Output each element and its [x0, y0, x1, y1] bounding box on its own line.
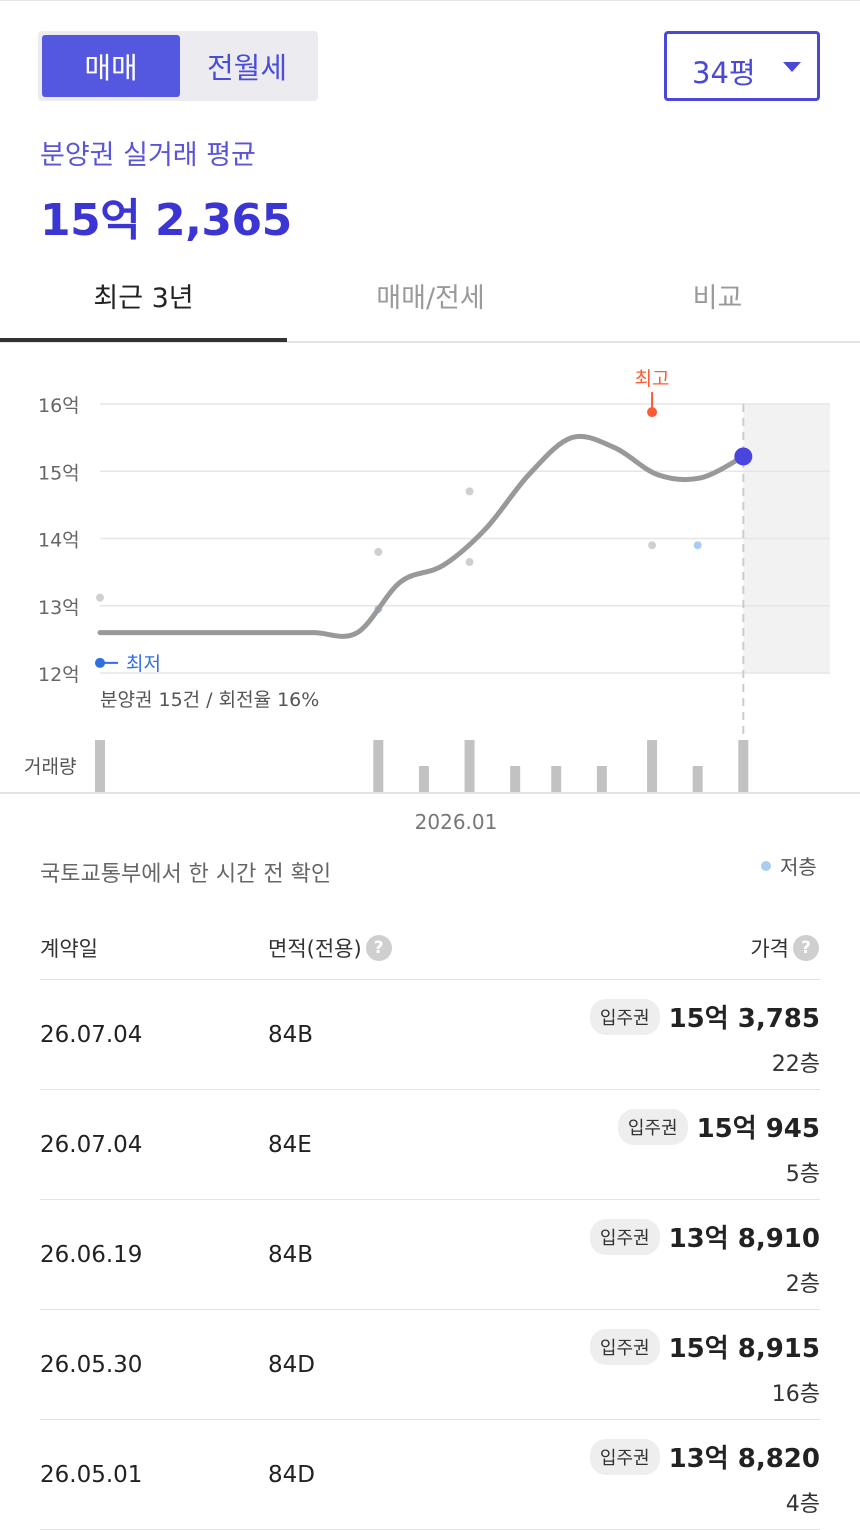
row-area: 84D: [268, 1462, 315, 1488]
data-source-note: 국토교통부에서 한 시간 전 확인: [40, 862, 332, 887]
table-row[interactable]: 26.07.04 84B 입주권 15억 3,785 22층: [40, 980, 820, 1090]
transaction-count-note: 분양권 15건 / 회전율 16%: [100, 689, 319, 711]
current-price-point: [734, 447, 753, 466]
toggle-sale-button[interactable]: 매매: [42, 35, 180, 97]
chevron-down-icon: [783, 62, 801, 72]
row-price: 15억 3,785: [668, 1004, 820, 1034]
help-icon[interactable]: ?: [793, 935, 819, 961]
row-date: 26.05.01: [40, 1462, 143, 1488]
volume-bar: [510, 766, 521, 792]
deal-type-toggle: 매매 전월세: [38, 31, 318, 101]
header-area-label: 면적(전용): [268, 937, 362, 961]
table-row[interactable]: 26.06.19 84B 입주권 13억 8,910 2층: [40, 1200, 820, 1310]
table-row[interactable]: 26.05.30 84D 입주권 15억 8,915 16층: [40, 1310, 820, 1420]
size-dropdown-value: 34평: [692, 56, 756, 90]
row-floor: 5층: [785, 1162, 820, 1187]
trade-point: [96, 593, 104, 602]
volume-bar: [647, 740, 658, 792]
row-floor: 16층: [771, 1382, 820, 1407]
volume-bar: [373, 740, 384, 792]
deal-type-badge: 입주권: [589, 1438, 660, 1475]
trade-point: [465, 487, 474, 496]
volume-bar: [551, 766, 562, 792]
row-price: 13억 8,820: [668, 1444, 820, 1474]
row-price-group: 입주권 15억 945: [617, 1108, 820, 1145]
deal-type-badge: 입주권: [589, 998, 660, 1035]
table-row[interactable]: 26.07.04 84E 입주권 15억 945 5층: [40, 1090, 820, 1200]
row-price-group: 입주권 15억 8,915: [589, 1328, 820, 1365]
row-area: 84B: [268, 1022, 314, 1048]
lowest-label: 최저: [126, 653, 161, 675]
header-price-label: 가격: [750, 937, 789, 961]
legend-low-floor: 저층: [761, 851, 817, 880]
header-contract-date[interactable]: 계약일: [40, 933, 98, 963]
volume-bar: [692, 766, 703, 792]
volume-bar: [596, 766, 607, 792]
volume-bar: [464, 740, 475, 792]
x-axis-label: 2026.01: [414, 810, 498, 834]
tab-sale-jeonse[interactable]: 매매/전세: [376, 283, 485, 314]
deal-type-badge: 입주권: [589, 1328, 660, 1365]
row-price-group: 입주권 13억 8,910: [589, 1218, 820, 1255]
tab-compare[interactable]: 비교: [692, 283, 743, 314]
deal-type-badge: 입주권: [617, 1108, 688, 1145]
row-floor: 4층: [785, 1492, 820, 1517]
volume-bar: [418, 766, 429, 792]
volume-bar: [95, 740, 105, 792]
y-tick-label: 12억: [38, 664, 80, 686]
tab-divider: [0, 341, 860, 343]
row-area: 84E: [268, 1132, 312, 1158]
low-floor-dot-icon: [761, 860, 771, 871]
row-price: 15억 945: [696, 1114, 820, 1144]
tab-active-indicator: [0, 338, 287, 342]
trade-point: [465, 558, 474, 567]
deal-type-badge: 입주권: [589, 1218, 660, 1255]
y-tick-label: 14억: [38, 530, 80, 552]
volume-label: 거래량: [24, 756, 76, 778]
trade-point: [374, 547, 383, 556]
table-header-divider: [40, 979, 820, 980]
row-floor: 22층: [771, 1052, 820, 1077]
row-price-group: 입주권 13억 8,820: [589, 1438, 820, 1475]
row-area: 84D: [268, 1352, 315, 1378]
header-area[interactable]: 면적(전용)?: [268, 933, 392, 963]
help-icon[interactable]: ?: [365, 935, 392, 961]
low-floor-trade-point: [693, 541, 702, 550]
highest-label: 최고: [635, 368, 670, 390]
table-row[interactable]: 26.05.01 84D 입주권 13억 8,820 4층: [40, 1420, 820, 1530]
row-price: 15억 8,915: [668, 1334, 820, 1364]
volume-bar: [738, 740, 749, 792]
size-dropdown[interactable]: 34평: [664, 31, 820, 101]
top-divider: [0, 0, 860, 1]
row-date: 26.07.04: [40, 1132, 143, 1158]
average-price-value: 15억 2,365: [40, 195, 292, 246]
chart-bottom-divider: [0, 792, 860, 794]
header-price[interactable]: 가격?: [750, 933, 819, 963]
tab-recent-3-years[interactable]: 최근 3년: [93, 283, 194, 314]
row-price: 13억 8,910: [668, 1224, 820, 1254]
row-area: 84B: [268, 1242, 314, 1268]
y-tick-label: 13억: [38, 597, 80, 619]
toggle-rent-button[interactable]: 전월세: [206, 51, 288, 85]
row-date: 26.07.04: [40, 1022, 143, 1048]
trade-point: [648, 541, 657, 550]
row-floor: 2층: [785, 1272, 820, 1297]
average-price-label: 분양권 실거래 평균: [40, 140, 256, 171]
y-tick-label: 16억: [38, 395, 80, 417]
header-date-label: 계약일: [40, 937, 98, 961]
row-price-group: 입주권 15억 3,785: [589, 998, 820, 1035]
row-date: 26.05.30: [40, 1352, 143, 1378]
legend-low-floor-label: 저층: [780, 855, 817, 879]
y-tick-label: 15억: [38, 462, 80, 484]
highest-point: [647, 407, 658, 418]
row-date: 26.06.19: [40, 1242, 143, 1268]
average-price-line: [97, 433, 746, 639]
